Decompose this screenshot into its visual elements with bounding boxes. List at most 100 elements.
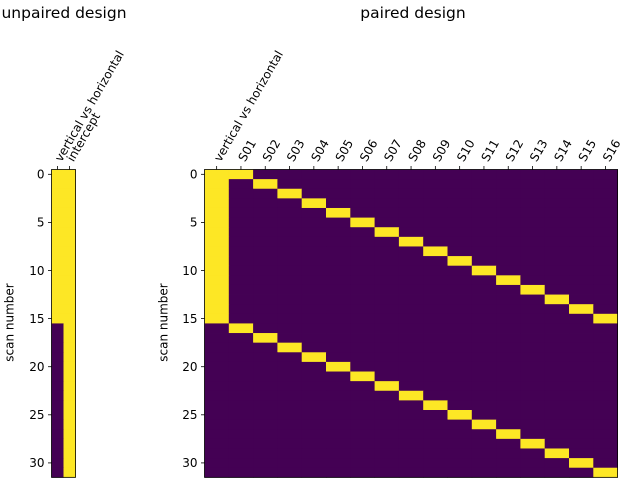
heatmap-cell	[301, 400, 327, 411]
heatmap-cell	[228, 438, 254, 449]
heatmap-cell	[63, 361, 76, 372]
heatmap-cell	[374, 400, 400, 411]
heatmap-cell	[326, 256, 351, 267]
heatmap-cell	[63, 217, 76, 228]
heatmap-cell	[447, 352, 473, 363]
heatmap-cell	[496, 188, 521, 199]
heatmap-cell	[301, 448, 327, 459]
heatmap-cell	[63, 265, 76, 276]
heatmap-cell	[593, 217, 618, 228]
heatmap-cell	[277, 458, 303, 469]
heatmap-cell	[496, 438, 521, 449]
heatmap-cell	[398, 419, 424, 430]
column-label: S02	[260, 137, 284, 164]
heatmap-cell	[350, 361, 375, 372]
heatmap-cell	[253, 313, 278, 324]
heatmap-cell	[569, 342, 594, 353]
heatmap-cell	[301, 323, 327, 334]
heatmap-cell	[277, 246, 303, 257]
heatmap-cell	[423, 390, 448, 401]
heatmap-cell	[447, 207, 473, 218]
heatmap-cell	[228, 188, 254, 199]
heatmap-cell	[374, 371, 400, 382]
heatmap-cell	[569, 467, 594, 478]
heatmap-cell	[253, 419, 278, 430]
heatmap-cell	[228, 236, 254, 247]
heatmap-cell	[374, 448, 400, 459]
heatmap-cell	[471, 227, 497, 238]
heatmap-cell	[63, 390, 76, 401]
heatmap-cell	[471, 294, 497, 305]
heatmap-cell	[398, 323, 424, 334]
heatmap-cell	[374, 207, 400, 218]
heatmap-cell	[471, 438, 497, 449]
heatmap-cell	[398, 294, 424, 305]
heatmap-cell	[544, 361, 570, 372]
heatmap-cell	[204, 333, 230, 344]
heatmap-cell	[350, 227, 375, 238]
heatmap-cell	[253, 429, 278, 440]
heatmap-cell	[471, 361, 497, 372]
heatmap-cell	[63, 284, 76, 295]
heatmap-cell	[204, 381, 230, 392]
heatmap-cell	[471, 381, 497, 392]
heatmap-cell	[51, 188, 64, 199]
heatmap-cell	[374, 304, 400, 315]
heatmap-cell	[326, 458, 351, 469]
heatmap-cell	[569, 265, 594, 276]
heatmap-cell	[520, 429, 546, 440]
heatmap-cell	[301, 294, 327, 305]
heatmap-cell	[544, 458, 570, 469]
heatmap-cell	[447, 458, 473, 469]
heatmap-cell	[447, 381, 473, 392]
column-label: S15	[576, 137, 600, 164]
heatmap-cell	[423, 227, 448, 238]
heatmap-cell	[63, 304, 76, 315]
heatmap-cell	[204, 227, 230, 238]
heatmap-cell	[569, 217, 594, 228]
heatmap-cell	[447, 419, 473, 430]
heatmap-cell	[423, 275, 448, 286]
heatmap-cell	[253, 188, 278, 199]
heatmap-cell	[593, 429, 618, 440]
heatmap-cell	[277, 371, 303, 382]
paired-design-ylabel: scan number	[157, 283, 171, 362]
heatmap-cell	[496, 256, 521, 267]
heatmap-cell	[253, 448, 278, 459]
heatmap-cell	[228, 169, 254, 180]
row-tick-label: 5	[190, 216, 198, 230]
heatmap-cell	[301, 361, 327, 372]
heatmap-cell	[301, 410, 327, 421]
heatmap-cell	[277, 410, 303, 421]
heatmap-cell	[350, 246, 375, 257]
heatmap-cell	[204, 458, 230, 469]
heatmap-cell	[350, 313, 375, 324]
heatmap-cell	[398, 198, 424, 209]
heatmap-cell	[253, 265, 278, 276]
heatmap-cell	[301, 381, 327, 392]
heatmap-cell	[301, 217, 327, 228]
row-tick-label: 15	[29, 312, 44, 326]
heatmap-cell	[471, 207, 497, 218]
heatmap-cell	[228, 381, 254, 392]
heatmap-cell	[423, 294, 448, 305]
heatmap-cell	[350, 467, 375, 478]
heatmap-cell	[398, 352, 424, 363]
heatmap-cell	[326, 284, 351, 295]
heatmap-cell	[496, 265, 521, 276]
heatmap-cell	[496, 429, 521, 440]
heatmap-cell	[374, 256, 400, 267]
heatmap-cell	[374, 390, 400, 401]
heatmap-cell	[51, 467, 64, 478]
heatmap-cell	[350, 198, 375, 209]
heatmap-cell	[544, 467, 570, 478]
heatmap-cell	[253, 458, 278, 469]
heatmap-cell	[326, 217, 351, 228]
heatmap-cell	[593, 390, 618, 401]
heatmap-cell	[544, 275, 570, 286]
heatmap-cell	[496, 342, 521, 353]
heatmap-cell	[398, 227, 424, 238]
heatmap-cell	[277, 217, 303, 228]
heatmap-cell	[277, 169, 303, 180]
